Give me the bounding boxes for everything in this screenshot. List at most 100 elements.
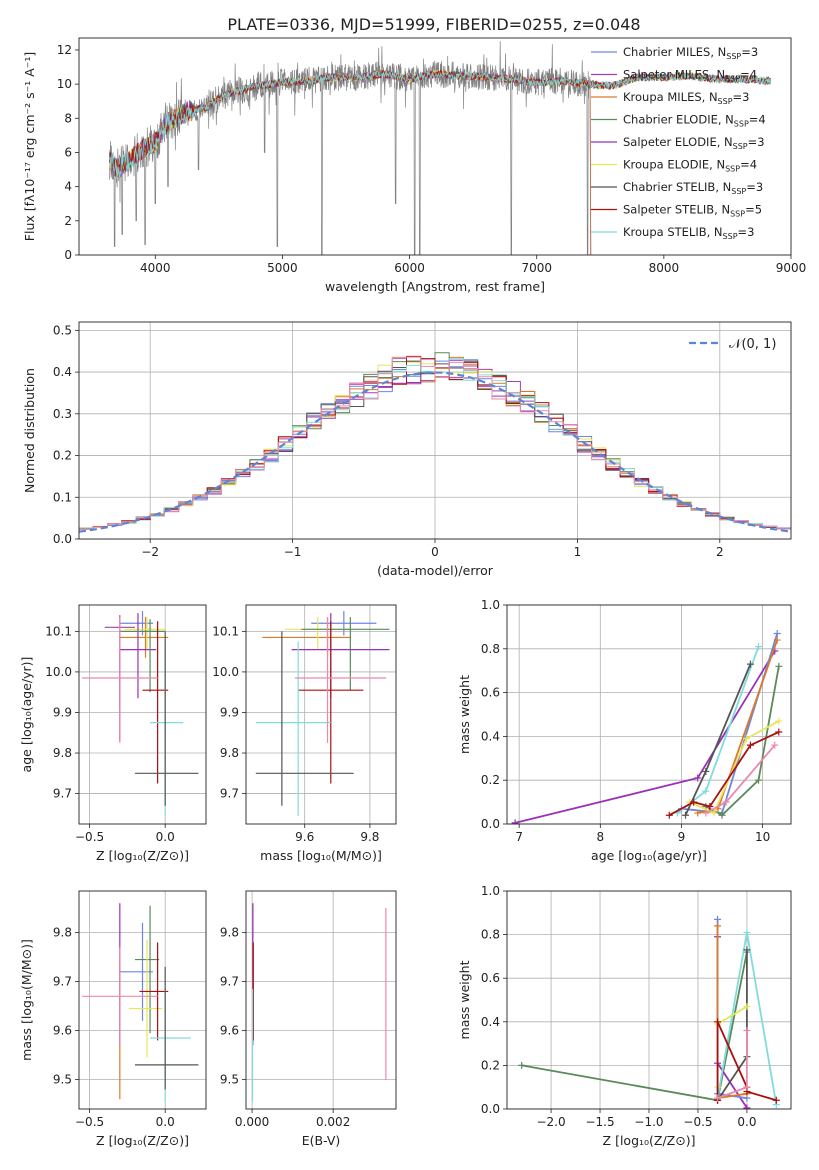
legend-entry: Chabrier MILES, NSSP=3 <box>623 45 758 61</box>
weight-marker <box>773 636 781 644</box>
massweight-vs-metallicity-plot: −2.0 −1.5 −1.0 −0.5 0.0 0.0 0.2 0.4 0.6 0.8 1.0 Z [… <box>457 884 792 1148</box>
legend-entry: Chabrier STELIB, NSSP=3 <box>623 180 763 196</box>
y-tick-label: 0.6 <box>481 971 500 985</box>
weight-series <box>521 951 748 1102</box>
x-tick-label: −2 <box>141 545 159 559</box>
spectrum-plot: 4000 5000 6000 7000 8000 9000 0 2 4 6 8 10 12 wavelen… <box>22 37 806 294</box>
legend-text: Chabrier STELIB, N <box>623 180 731 194</box>
legend-entry: Kroupa MILES, NSSP=3 <box>623 90 749 106</box>
legend-text: Chabrier MILES, N <box>623 45 726 59</box>
weight-marker <box>773 629 781 637</box>
plot-frame <box>245 890 397 1110</box>
weight-marker <box>518 1061 526 1069</box>
legend-subscript: SSP <box>725 165 740 174</box>
plot-frame <box>78 604 207 825</box>
weight-marker <box>714 922 722 930</box>
y-tick-label: 0.6 <box>481 686 500 700</box>
legend-suffix: =3 <box>746 180 763 194</box>
legend-text: Salpeter ELODIE, N <box>623 135 733 149</box>
legend-subscript: SSP <box>718 97 733 106</box>
weight-marker <box>710 809 718 817</box>
x-tick-label: 0.000 <box>235 1115 269 1129</box>
figure-title: PLATE=0336, MJD=51999, FIBERID=0255, z=0… <box>227 15 640 34</box>
residuals-histogram: −2 −1 0 1 2 0.0 0.1 0.2 0.3 0.4 0.5 (data-model)/er… <box>22 321 792 578</box>
y-tick-label: 9.6 <box>220 1024 239 1038</box>
x-tick-label: 0.0 <box>156 830 175 844</box>
y-tick-label: 0.4 <box>53 365 72 379</box>
weight-marker <box>714 915 722 923</box>
x-axis-label: Z [log₁₀(Z/Z⊙)] <box>603 1133 696 1148</box>
weight-marker <box>743 1027 751 1035</box>
y-tick-label: 0.2 <box>481 1058 500 1072</box>
age-vs-mass-plot: 9.6 9.8 9.7 9.8 9.9 10.0 10.1 mass [log₁₀(M/M⊙)… <box>212 604 397 863</box>
legend-suffix: =4 <box>740 68 757 82</box>
legend-entry: Salpeter STELIB, NSSP=5 <box>623 203 762 219</box>
y-tick-label: 10.0 <box>45 665 72 679</box>
y-tick-label: 9.5 <box>53 1073 72 1087</box>
histograms <box>79 352 791 533</box>
mass-vs-metallicity-plot: −0.5 0.0 9.5 9.6 9.7 9.8 Z [log₁₀(Z/Z⊙)] mass [… <box>19 890 207 1148</box>
weight-marker <box>702 767 710 775</box>
legend-suffix: =4 <box>749 113 766 127</box>
weight-marker <box>690 798 698 806</box>
weight-series <box>514 650 776 824</box>
legend-text: Salpeter STELIB, N <box>623 203 730 217</box>
x-tick-label: −0.5 <box>75 1115 104 1129</box>
legend-suffix: =3 <box>738 225 755 239</box>
y-tick-label: 9.8 <box>53 746 72 760</box>
x-axis-label: (data-model)/error <box>377 563 494 578</box>
weight-marker <box>775 662 783 670</box>
x-tick-label: −0.5 <box>683 1115 712 1129</box>
x-tick-label: −2.0 <box>536 1115 565 1129</box>
legend-suffix: =4 <box>740 158 757 172</box>
plot-frame <box>78 321 792 540</box>
x-tick-label: 9.6 <box>295 830 314 844</box>
y-tick-label: 9.8 <box>220 926 239 940</box>
legend-subscript: SSP <box>726 52 741 61</box>
legend-suffix: =3 <box>741 45 758 59</box>
weight-marker <box>718 811 726 819</box>
x-tick-label: 8 <box>596 830 604 844</box>
weight-marker <box>746 741 754 749</box>
weight-marker <box>714 1018 722 1026</box>
age-vs-metallicity-plot: −0.5 0.0 9.7 9.8 9.9 10.0 10.1 Z [log₁₀(Z/Z⊙)] a… <box>19 604 207 863</box>
weight-marker <box>743 1104 751 1109</box>
weight-series <box>684 663 752 816</box>
x-tick-label: −1 <box>284 545 302 559</box>
weight-marker <box>722 798 730 806</box>
legend-entry: Salpeter ELODIE, NSSP=3 <box>623 135 765 151</box>
legend-text: Kroupa ELODIE, N <box>623 158 725 172</box>
legend-subscript: SSP <box>730 210 745 219</box>
weight-marker <box>743 946 751 954</box>
x-axis-label: wavelength [Angstrom, rest frame] <box>325 279 545 294</box>
weight-marker <box>714 1094 722 1102</box>
legend-text: Kroupa MILES, N <box>623 90 718 104</box>
legend-entry: Salpeter MILES, NSSP=4 <box>623 68 757 84</box>
weight-marker <box>694 774 702 782</box>
x-tick-label: 0.002 <box>316 1115 350 1129</box>
weight-marker <box>746 660 754 668</box>
y-tick-label: 8 <box>64 111 72 125</box>
weight-marker <box>665 811 673 819</box>
y-tick-label: 0.8 <box>481 642 500 656</box>
y-tick-label: 9.9 <box>220 705 239 719</box>
error-bars <box>251 903 387 1102</box>
weight-marker <box>742 735 750 743</box>
legend-subscript: SSP <box>723 232 738 241</box>
y-tick-label: 10.1 <box>212 624 239 638</box>
x-tick-label: 0.0 <box>156 1115 175 1129</box>
y-tick-label: 9.7 <box>53 787 72 801</box>
x-tick-label: 10 <box>755 830 770 844</box>
y-tick-label: 0.2 <box>53 449 72 463</box>
legend-suffix: =3 <box>748 135 765 149</box>
legend-text: Chabrier ELODIE, N <box>623 113 734 127</box>
plot-frame <box>78 890 207 1110</box>
y-tick-label: 0 <box>64 248 72 262</box>
y-tick-label: 1.0 <box>481 598 500 612</box>
y-tick-label: 0.5 <box>53 323 72 337</box>
y-tick-label: 9.7 <box>53 975 72 989</box>
weight-marker <box>775 728 783 736</box>
x-axis-label: age [log₁₀(age/yr)] <box>591 848 707 863</box>
